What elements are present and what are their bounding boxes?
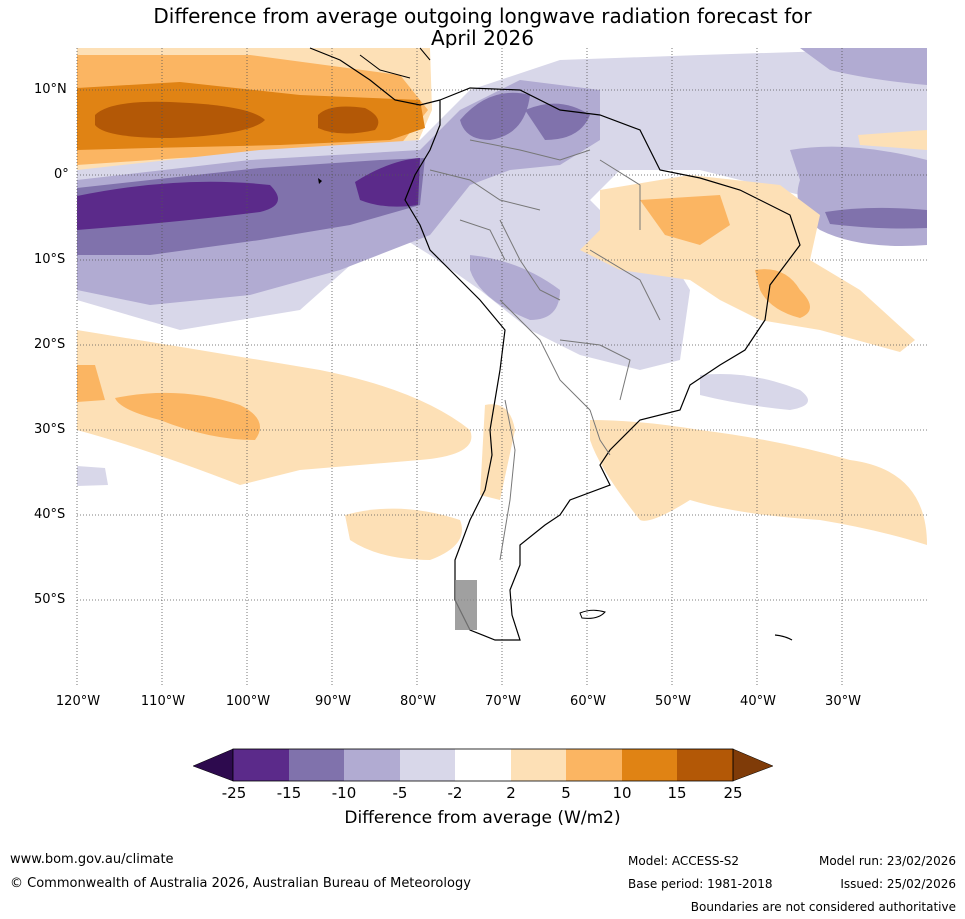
lon-label-120w: 120°W [55,694,101,709]
country-borders [429,139,661,561]
copyright-text: © Commonwealth of Australia 2026, Austra… [10,876,471,891]
negative-guiana-strong [525,103,590,140]
negative-northeast-mid [800,48,927,85]
positive-band-north-core-2 [318,106,379,134]
lat-label-50s: 50°S [34,592,66,607]
lon-label-70w: 70°W [485,694,521,709]
colorbar-tick-label: -10 [331,784,357,802]
lat-label-20s: 20°S [34,337,66,352]
lat-label-30s: 30°S [34,422,66,437]
positive-south-pacific-mid-1 [115,392,260,440]
colorbar-title: Difference from average (W/m2) [344,808,621,828]
title-line-2: April 2026 [431,26,534,50]
lat-label-0: 0° [54,167,69,182]
lon-label-30w: 30°W [825,694,861,709]
colorbar-tick-label: 2 [506,784,516,802]
positive-south-pacific-mid-2 [77,365,105,402]
colorbar-bin-7 [566,749,622,781]
lon-label-60w: 60°W [570,694,606,709]
falkland-islands [579,609,606,619]
colorbar-bin-6 [511,749,566,781]
colorbar-bin-4 [400,749,455,781]
negative-south-atlantic-patch [700,374,808,410]
colorbar-tick-label: 5 [561,784,571,802]
negative-amazon-strong [460,92,530,140]
lon-label-90w: 90°W [315,694,351,709]
lat-label-10s: 10°S [34,252,66,267]
negative-core-galapagos [355,158,420,207]
colorbar-tick-label: -25 [221,784,247,802]
negative-band-core [77,181,278,230]
central-america-coastline [309,47,441,106]
negative-south-pacific-patch [77,466,108,486]
positive-patagonia [480,404,515,500]
lat-label-10n: 10°N [34,82,67,97]
colorbar-tick-label: -2 [447,784,463,802]
positive-brazil-mid-1 [640,195,730,245]
map-title: Difference from average outgoing longwav… [0,5,965,49]
colorbar-tick-label: -5 [392,784,408,802]
lon-label-80w: 80°W [400,694,436,709]
colorbar-tick-label: 25 [723,784,743,802]
negative-atlantic-core [825,207,927,229]
colorbar-tick-label: 10 [612,784,632,802]
positive-south-atlantic [590,420,927,545]
colorbar [192,748,774,782]
colorbar-bin-1 [233,749,289,781]
boundaries-disclaimer: Boundaries are not considered authoritat… [690,900,956,914]
model-run-date: Model run: 23/02/2026 [818,854,956,868]
lon-label-100w: 100°W [225,694,271,709]
colorbar-bin-3 [344,749,400,781]
positive-brazil-mid-2 [755,269,810,318]
lat-label-40s: 40°S [34,507,66,522]
colorbar-bin-8 [622,749,677,781]
positive-south-pacific-light [77,330,472,485]
galapagos-islands [318,178,322,184]
colorbar-frame [232,748,734,782]
issued-date: Issued: 25/02/2026 [840,877,956,891]
colorbar-min-extension [192,748,234,782]
negative-andes [470,255,560,320]
colorbar-bin-5 [455,749,511,781]
negative-band-light [77,48,927,370]
south-america-coastline [404,87,801,641]
colorbar-tick-label: -15 [276,784,302,802]
lon-label-40w: 40°W [740,694,776,709]
north-coastline-extra [359,47,431,79]
positive-south-pacific-south [345,508,462,560]
model-name: Model: ACCESS-S2 [628,854,740,868]
south-georgia [774,634,793,641]
positive-band-north-core-1 [95,101,265,138]
southern-chile-fjords [455,580,477,630]
website-link[interactable]: www.bom.gov.au/climate [10,852,174,867]
colorbar-bin-9 [677,749,733,781]
positive-east-atlantic [858,130,927,150]
colorbar-tick-label: 15 [667,784,687,802]
colorbar-max-extension [732,748,774,782]
title-line-1: Difference from average outgoing longwav… [153,4,812,28]
lon-label-110w: 110°W [140,694,186,709]
colorbar-bin-2 [289,749,344,781]
lon-label-50w: 50°W [655,694,691,709]
base-period: Base period: 1981-2018 [628,877,773,891]
graticule [76,48,927,686]
